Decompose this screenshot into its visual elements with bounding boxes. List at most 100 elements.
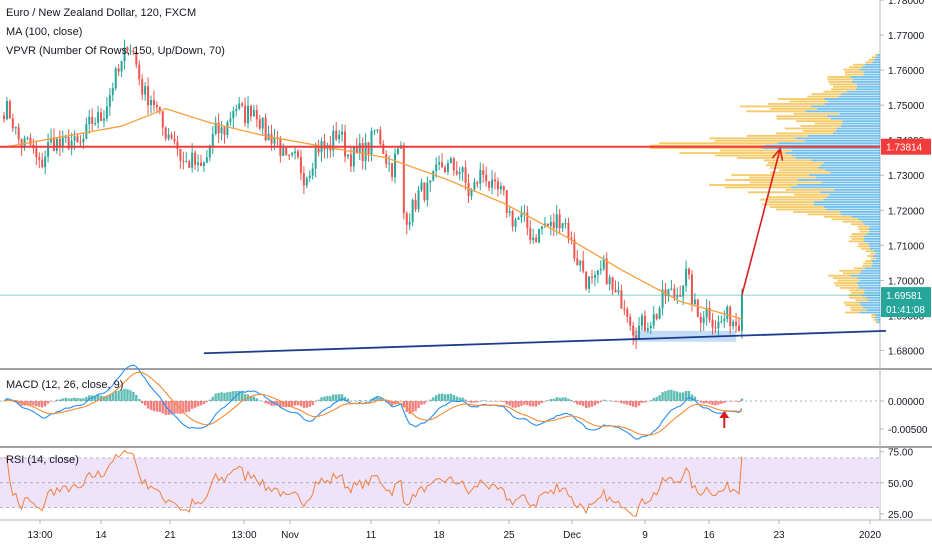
volume-profile-up-bar xyxy=(795,137,880,140)
macd-histogram-bar xyxy=(584,400,588,409)
volume-profile-down-bar xyxy=(833,85,857,88)
candle-up xyxy=(388,163,391,165)
candle-down xyxy=(179,148,182,161)
candle-up xyxy=(658,308,661,319)
macd-histogram-bar xyxy=(382,400,385,401)
volume-profile-up-bar xyxy=(875,314,880,316)
macd-histogram-bar xyxy=(681,392,685,401)
volume-profile-down-bar xyxy=(709,137,796,140)
volume-profile-down-bar xyxy=(749,176,816,179)
volume-profile-up-bar xyxy=(875,252,880,255)
candle-up xyxy=(470,189,473,197)
candle-down xyxy=(8,100,11,119)
volume-profile-up-bar xyxy=(864,267,880,270)
candle-down xyxy=(361,143,364,162)
legend-ma: MA (100, close) xyxy=(6,26,82,38)
volume-profile-down-bar xyxy=(827,76,851,78)
macd-histogram-bar xyxy=(561,397,564,401)
macd-histogram-bar xyxy=(464,399,467,401)
volume-profile-down-bar xyxy=(762,203,814,206)
candle-down xyxy=(423,182,426,201)
macd-histogram-bar xyxy=(714,400,717,406)
volume-profile-up-bar xyxy=(871,264,880,267)
candle-down xyxy=(241,103,244,106)
volume-profile-up-bar xyxy=(834,188,880,191)
candle-down xyxy=(467,182,470,197)
volume-profile-up-bar xyxy=(877,53,880,56)
volume-profile-down-bar xyxy=(832,277,858,280)
volume-profile-up-bar xyxy=(872,61,880,64)
candle-down xyxy=(161,111,164,128)
candle-up xyxy=(282,148,285,156)
macd-histogram-bar xyxy=(276,400,279,406)
macd-histogram-bar xyxy=(599,400,603,403)
candle-down xyxy=(323,141,326,150)
volume-profile-up-bar xyxy=(840,213,880,216)
candle-up xyxy=(338,134,341,140)
macd-histogram-bar xyxy=(523,400,526,405)
candle-up xyxy=(458,172,461,175)
macd-histogram-bar xyxy=(602,399,605,401)
macd-histogram-bar xyxy=(211,396,214,401)
candle-up xyxy=(541,226,544,230)
rsi-line xyxy=(4,449,743,517)
volume-profile-up-bar xyxy=(808,174,880,177)
volume-profile-up-bar xyxy=(859,68,880,71)
candle-up xyxy=(167,134,170,139)
price-tick-label: 1.75000 xyxy=(888,101,925,112)
candle-down xyxy=(493,179,496,182)
candle-down xyxy=(344,131,347,157)
macd-histogram-bar xyxy=(264,400,267,404)
macd-histogram-bar xyxy=(511,400,514,408)
candle-down xyxy=(126,47,129,51)
candle-down xyxy=(679,295,682,297)
candle-up xyxy=(693,299,696,305)
volume-profile-up-bar xyxy=(846,90,880,93)
volume-profile-up-bar xyxy=(820,164,880,167)
macd-histogram-bar xyxy=(223,392,226,401)
volume-profile-up-bar xyxy=(859,311,880,314)
volume-profile-down-bar xyxy=(843,68,860,71)
volume-profile-down-bar xyxy=(842,220,862,223)
volume-profile-down-bar xyxy=(800,125,841,127)
candle-down xyxy=(688,268,691,275)
candle-down xyxy=(117,68,120,72)
volume-profile-up-bar xyxy=(871,260,880,262)
volume-profile-down-bar xyxy=(862,264,872,267)
volume-profile-down-bar xyxy=(770,171,831,174)
macd-histogram-bar xyxy=(434,395,438,401)
volume-profile-down-bar xyxy=(851,237,865,240)
volume-profile-down-bar xyxy=(740,105,812,108)
candle-down xyxy=(526,212,529,229)
candle-down xyxy=(217,122,220,134)
volume-profile-down-bar xyxy=(842,272,860,275)
candle-down xyxy=(558,214,561,229)
macd-histogram-bar xyxy=(390,400,394,406)
candle-up xyxy=(202,162,205,167)
macd-histogram-bar xyxy=(261,400,264,402)
macd-histogram-bar xyxy=(499,400,503,402)
macd-histogram-bar xyxy=(287,400,291,408)
macd-histogram-bar xyxy=(623,400,626,404)
volume-profile-up-bar xyxy=(785,152,880,154)
macd-histogram-bar xyxy=(579,400,582,405)
price-tick-label: 1.71000 xyxy=(888,241,925,252)
macd-histogram-bar xyxy=(161,400,164,414)
macd-histogram-bar xyxy=(470,400,473,403)
volume-profile-down-bar xyxy=(789,100,828,103)
candle-up xyxy=(661,289,664,309)
volume-profile-down-bar xyxy=(871,316,875,319)
candle-down xyxy=(582,260,585,272)
volume-profile-down-bar xyxy=(724,186,791,189)
candle-down xyxy=(391,163,394,178)
volume-profile-down-bar xyxy=(850,306,863,309)
volume-profile-up-bar xyxy=(868,299,880,302)
macd-histogram-bar xyxy=(114,391,117,401)
candle-up xyxy=(120,61,123,72)
volume-profile-up-bar xyxy=(877,321,880,324)
candle-down xyxy=(76,136,79,143)
macd-histogram-bar xyxy=(82,398,85,401)
candle-up xyxy=(211,133,214,148)
macd-histogram-bar xyxy=(117,390,120,401)
